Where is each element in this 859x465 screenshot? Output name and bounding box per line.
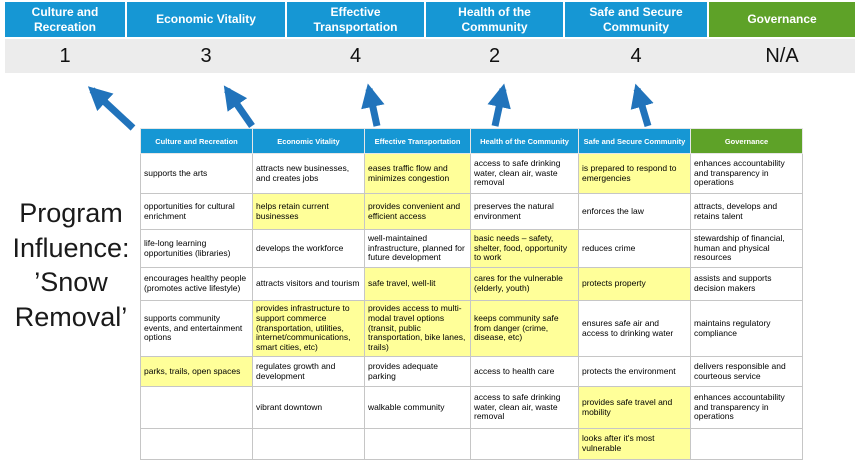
matrix-cell (690, 428, 803, 460)
matrix-header-transportation: Effective Transportation (364, 128, 471, 154)
matrix-cell: stewardship of financial, human and phys… (690, 229, 803, 268)
matrix-row: vibrant downtown walkable community acce… (140, 386, 803, 429)
matrix-row: life-long learning opportunities (librar… (140, 229, 803, 268)
pillar-score-transportation: 4 (349, 44, 362, 67)
matrix-row: looks after it's most vulnerable (140, 428, 803, 460)
slide-title-line: ’Snow (34, 267, 108, 298)
pillar-header-transportation: Effective Transportation (287, 2, 424, 37)
matrix-cell: provides infrastructure to support comme… (252, 300, 365, 357)
pillar-header-culture: Culture and Recreation (5, 2, 125, 37)
matrix-cell (364, 428, 471, 460)
matrix-row: supports the arts attracts new businesse… (140, 153, 803, 194)
matrix-cell: supports community events, and entertain… (140, 300, 253, 357)
matrix-cell: basic needs – safety, shelter, food, opp… (470, 229, 579, 268)
matrix-cell (140, 386, 253, 429)
matrix-cell: assists and supports decision makers (690, 267, 803, 301)
matrix-cell: keeps community safe from danger (crime,… (470, 300, 579, 357)
matrix-row: opportunities for cultural enrichment he… (140, 193, 803, 230)
matrix-row: parks, trails, open spaces regulates gro… (140, 356, 803, 387)
matrix-cell: access to safe drinking water, clean air… (470, 386, 579, 429)
matrix-cell: parks, trails, open spaces (140, 356, 253, 387)
influence-arrow-1 (87, 86, 136, 131)
pillar-score-governance: N/A (765, 44, 799, 67)
influence-arrow-2 (223, 85, 255, 128)
influence-arrow-5 (630, 83, 654, 127)
influence-arrow-4 (487, 83, 511, 127)
matrix-cell: enhances accountability and transparency… (690, 386, 803, 429)
matrix-cell: attracts, develops and retains talent (690, 193, 803, 230)
matrix-cell: supports the arts (140, 153, 253, 194)
pillar-header-band: Culture and Recreation Economic Vitality… (5, 2, 855, 37)
matrix-cell: protects property (578, 267, 691, 301)
matrix-cell: attracts visitors and tourism (252, 267, 365, 301)
matrix-cell (140, 428, 253, 460)
pillar-score-economic: 3 (200, 44, 212, 67)
matrix-cell: helps retain current businesses (252, 193, 365, 230)
slide-title-line: Removal’ (14, 301, 128, 332)
matrix-cell: enforces the law (578, 193, 691, 230)
matrix-cell: is prepared to respond to emergencies (578, 153, 691, 194)
matrix-cell: access to safe drinking water, clean air… (470, 153, 579, 194)
matrix-row: encourages healthy people (promotes acti… (140, 267, 803, 301)
pillar-header-safety: Safe and Secure Community (565, 2, 707, 37)
matrix-cell: attracts new businesses, and creates job… (252, 153, 365, 194)
matrix-cell: preserves the natural environment (470, 193, 579, 230)
influence-arrows (87, 83, 654, 131)
matrix-cell: enhances accountability and transparency… (690, 153, 803, 194)
influence-arrow-3 (361, 83, 385, 127)
pillar-score-safety: 4 (630, 44, 642, 67)
matrix-cell (252, 428, 365, 460)
pillar-header-health: Health of the Community (426, 2, 563, 37)
matrix-cell: provides access to multi-modal travel op… (364, 300, 471, 357)
matrix-cell: reduces crime (578, 229, 691, 268)
matrix-cell: well-maintained infrastructure, planned … (364, 229, 471, 268)
matrix-cell: walkable community (364, 386, 471, 429)
slide-title: Program Influence: ’Snow Removal’ (2, 196, 140, 334)
matrix-cell: ensures safe air and access to drinking … (578, 300, 691, 357)
pillar-score-band: 1 3 4 2 4 N/A (5, 39, 855, 73)
matrix-cell: develops the workforce (252, 229, 365, 268)
matrix-cell: looks after it's most vulnerable (578, 428, 691, 460)
matrix-cell: provides convenient and efficient access (364, 193, 471, 230)
pillar-header-governance: Governance (709, 2, 855, 37)
matrix-row: supports community events, and entertain… (140, 300, 803, 357)
matrix-header-economic: Economic Vitality (252, 128, 365, 154)
matrix-header-culture: Culture and Recreation (140, 128, 253, 154)
matrix-cell: safe travel, well-lit (364, 267, 471, 301)
matrix-cell (470, 428, 579, 460)
matrix-cell: provides safe travel and mobility (578, 386, 691, 429)
matrix-cell: cares for the vulnerable (elderly, youth… (470, 267, 579, 301)
pillar-score-culture: 1 (59, 44, 71, 67)
matrix-header-safety: Safe and Secure Community (578, 128, 691, 154)
matrix-header-row: Culture and Recreation Economic Vitality… (140, 128, 803, 154)
matrix-cell: maintains regulatory compliance (690, 300, 803, 357)
slide-title-line: Influence: (12, 232, 130, 263)
matrix-cell: encourages healthy people (promotes acti… (140, 267, 253, 301)
matrix-header-governance: Governance (690, 128, 803, 154)
matrix-cell: delivers responsible and courteous servi… (690, 356, 803, 387)
influence-matrix: Culture and Recreation Economic Vitality… (140, 128, 803, 460)
matrix-cell: vibrant downtown (252, 386, 365, 429)
matrix-cell: opportunities for cultural enrichment (140, 193, 253, 230)
matrix-header-health: Health of the Community (470, 128, 579, 154)
matrix-cell: regulates growth and development (252, 356, 365, 387)
slide-title-line: Program (19, 198, 123, 228)
matrix-cell: life-long learning opportunities (librar… (140, 229, 253, 268)
matrix-cell: eases traffic flow and minimizes congest… (364, 153, 471, 194)
matrix-cell: provides adequate parking (364, 356, 471, 387)
matrix-cell: access to health care (470, 356, 579, 387)
pillar-score-health: 2 (488, 44, 501, 67)
pillar-header-economic: Economic Vitality (127, 2, 285, 37)
matrix-cell: protects the environment (578, 356, 691, 387)
